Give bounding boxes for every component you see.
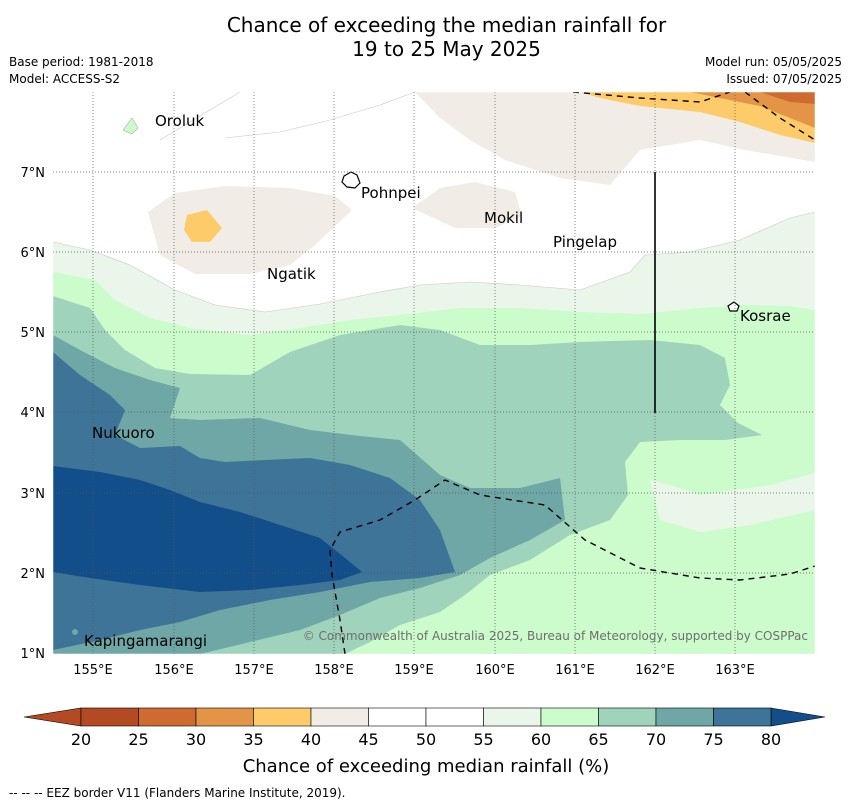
colorbar-high-extend: [770, 707, 826, 727]
lon-tick: 160°E: [475, 663, 515, 678]
colorbar-tick: 55: [473, 730, 493, 749]
colorbar-tick: 45: [358, 730, 378, 749]
contour-line-north: [159, 92, 416, 141]
place-pohnpei: Pohnpei: [361, 184, 421, 202]
issued-date: Issued: 07/05/2025: [726, 72, 842, 86]
contour-40-45-pohnpei: [148, 186, 352, 274]
place-oroluk: Oroluk: [155, 112, 204, 130]
contour-80-plus: [53, 466, 362, 592]
lat-tick-labels: 7°N 6°N 5°N 4°N 3°N 2°N 1°N: [21, 166, 46, 662]
model-run: Model run: 05/05/2025: [704, 55, 842, 69]
base-period: Base period: 1981-2018: [9, 55, 154, 69]
lon-tick: 156°E: [154, 663, 194, 678]
lon-tick: 158°E: [314, 663, 354, 678]
map-frame: [52, 91, 816, 655]
gridlines: [53, 92, 815, 654]
colorbar-tick: 20: [71, 730, 91, 749]
lat-tick: 6°N: [21, 246, 46, 261]
colorbar-tick: 60: [531, 730, 551, 749]
lat-tick: 2°N: [21, 567, 46, 582]
title-line-2: 19 to 25 May 2025: [352, 37, 541, 61]
contour-25-30-north: [760, 92, 815, 104]
contour-30-35-north: [690, 92, 815, 128]
colorbar-cell: [80, 707, 139, 727]
lon-tick-labels: 155°E 156°E 157°E 158°E 159°E 160°E 161°…: [73, 663, 755, 678]
contour-line-55: [53, 211, 815, 313]
place-mokil: Mokil: [484, 209, 523, 227]
kosrae-island: [727, 301, 740, 312]
lon-tick: 155°E: [73, 663, 113, 678]
colorbar-cell: [310, 707, 369, 727]
lon-tick: 157°E: [234, 663, 274, 678]
lat-tick: 3°N: [21, 487, 46, 502]
colorbar-tick: 35: [243, 730, 263, 749]
colorbar-tick: 50: [416, 730, 436, 749]
colorbar-label: Chance of exceeding median rainfall (%): [243, 756, 610, 777]
colorbar-tick: 75: [703, 730, 723, 749]
colorbar-low-extend: [23, 707, 82, 727]
lat-tick: 7°N: [21, 166, 46, 181]
eez-borders: [329, 92, 815, 654]
lat-tick: 5°N: [21, 326, 46, 341]
pohnpei-island: [341, 171, 361, 189]
place-ngatik: Ngatik: [267, 265, 316, 283]
colorbar-tick: 40: [301, 730, 321, 749]
colorbar-cell: [425, 707, 484, 727]
colorbar-cell: [713, 707, 772, 727]
colorbar: 20 25 30 35 40 45 50 55 60 65 70 75 80 Chance of exc…: [23, 707, 826, 777]
kapinga-atoll: [72, 629, 78, 635]
contour-40-45-mokil: [412, 182, 522, 228]
eez-legend-note: -- -- -- EEZ border V11 (Flanders Marine…: [9, 786, 346, 800]
colorbar-cell: [253, 707, 312, 727]
colorbar-tick: 30: [186, 730, 206, 749]
model-name: Model: ACCESS-S2: [9, 72, 121, 86]
colorbar-cell: [483, 707, 542, 727]
colorbar-cell: [598, 707, 657, 727]
lat-tick: 1°N: [21, 647, 46, 662]
lon-tick: 161°E: [555, 663, 595, 678]
place-nukuoro: Nukuoro: [92, 424, 155, 442]
colorbar-tick: 25: [128, 730, 148, 749]
colorbar-tick: 80: [761, 730, 781, 749]
contour-35-40-pohnpei: [184, 210, 222, 242]
lon-tick: 163°E: [715, 663, 755, 678]
colorbar-cell: [368, 707, 427, 727]
lon-tick: 159°E: [394, 663, 434, 678]
place-kosrae: Kosrae: [740, 307, 791, 325]
copyright-notice: © Commonwealth of Australia 2025, Bureau…: [303, 629, 808, 643]
colorbar-cell: [540, 707, 599, 727]
place-kapingamarangi: Kapingamarangi: [84, 632, 207, 650]
colorbar-cell: [195, 707, 254, 727]
oroluk-atoll: [122, 117, 139, 135]
colorbar-tick: 70: [646, 730, 666, 749]
place-labels: Oroluk Pohnpei Mokil Pingelap Ngatik Kos…: [84, 112, 791, 650]
colorbar-cell: [655, 707, 714, 727]
colorbar-tick: 65: [588, 730, 608, 749]
colorbar-cell: [138, 707, 197, 727]
meta-right: Model run: 05/05/2025 Issued: 07/05/2025: [705, 54, 842, 88]
meta-left: Base period: 1981-2018 Model: ACCESS-S2: [9, 54, 154, 88]
lon-tick: 162°E: [635, 663, 675, 678]
chart-title: Chance of exceeding the median rainfall …: [0, 13, 850, 61]
map-plot: Oroluk Pohnpei Mokil Pingelap Ngatik Kos…: [53, 92, 815, 654]
lat-tick: 4°N: [21, 406, 46, 421]
title-line-1: Chance of exceeding the median rainfall …: [226, 13, 667, 37]
place-pingelap: Pingelap: [553, 233, 617, 251]
